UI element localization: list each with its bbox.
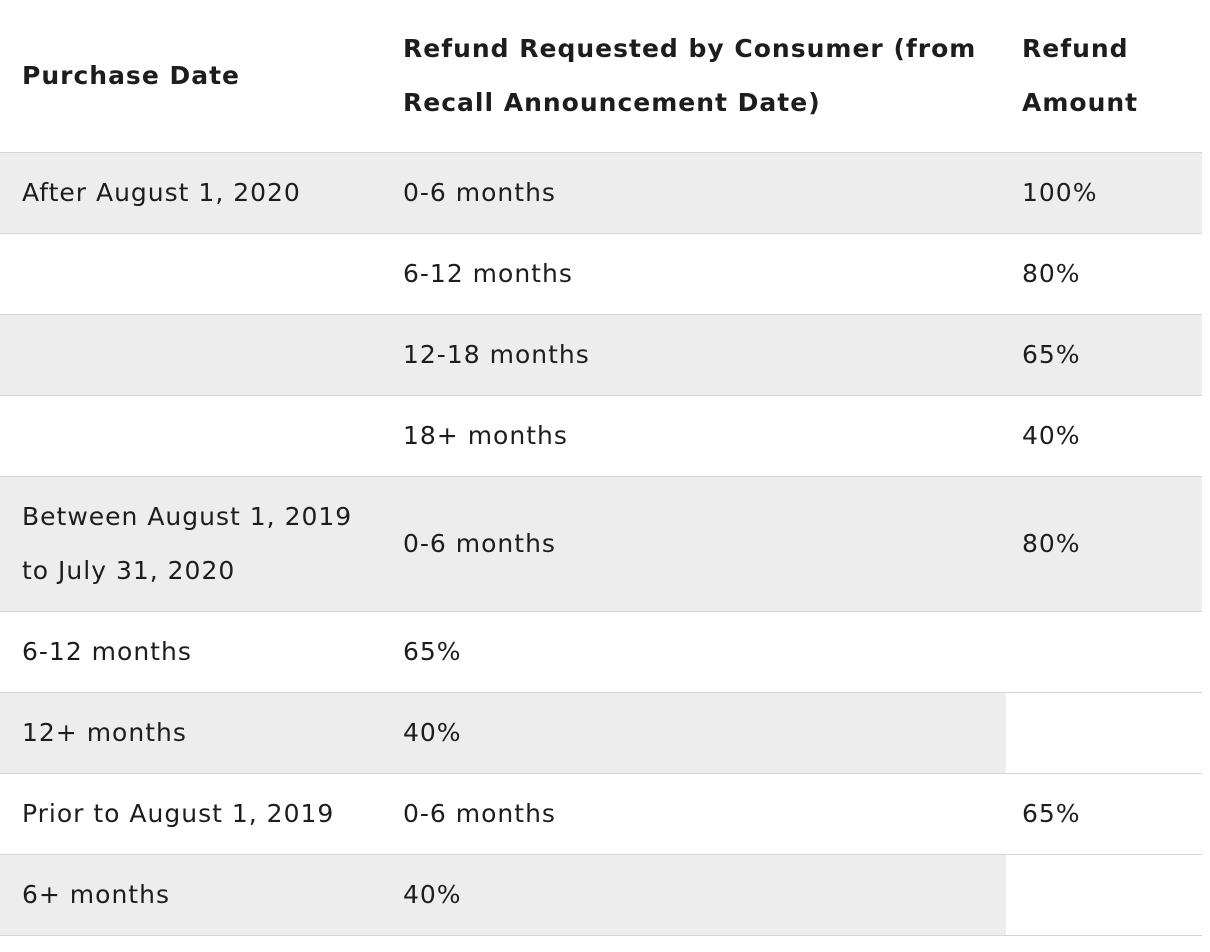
- purchase-date-line2: to July 31, 2020: [22, 556, 236, 585]
- table-row: 12-18 months 65%: [0, 314, 1202, 396]
- table-header-row: Purchase Date Refund Requested by Consum…: [0, 0, 1202, 153]
- refund-amount-cell: 40%: [1006, 395, 1202, 477]
- refund-window-cell: 0-6 months: [387, 773, 1006, 855]
- refund-window-cell: 12-18 months: [387, 314, 1006, 396]
- purchase-date-cell: Prior to August 1, 2019: [0, 773, 387, 855]
- refund-table: Purchase Date Refund Requested by Consum…: [0, 0, 1202, 936]
- purchase-date-cell: Between August 1, 2019 to July 31, 2020: [0, 476, 387, 612]
- refund-window-cell: 40%: [387, 692, 1006, 774]
- refund-window-cell: 18+ months: [387, 395, 1006, 477]
- purchase-date-cell: [0, 395, 387, 477]
- refund-amount-cell: 100%: [1006, 152, 1202, 234]
- table-row: Between August 1, 2019 to July 31, 2020 …: [0, 476, 1202, 612]
- refund-window-cell: 0-6 months: [387, 152, 1006, 234]
- header-purchase-date-label: Purchase Date: [22, 61, 241, 90]
- purchase-date-line1: Between August 1, 2019: [22, 502, 353, 531]
- refund-amount-cell: 65%: [1006, 314, 1202, 396]
- table-row: After August 1, 2020 0-6 months 100%: [0, 152, 1202, 234]
- refund-window-cell: 65%: [387, 611, 1006, 693]
- purchase-date-cell: After August 1, 2020: [0, 152, 387, 234]
- refund-amount-cell: [1006, 611, 1202, 693]
- header-purchase-date: Purchase Date: [0, 0, 387, 153]
- header-refund-requested-line2: Recall Announcement Date): [403, 88, 821, 117]
- refund-window-cell: 0-6 months: [387, 476, 1006, 612]
- table-row: 12+ months 40%: [0, 692, 1202, 774]
- table-row: 6+ months 40%: [0, 854, 1202, 936]
- table-row: 6-12 months 65%: [0, 611, 1202, 693]
- purchase-date-cell: 6-12 months: [0, 611, 387, 693]
- refund-window-cell: 6-12 months: [387, 233, 1006, 315]
- header-refund-amount: Refund Amount: [1006, 0, 1202, 153]
- refund-window-cell: 40%: [387, 854, 1006, 936]
- header-refund-requested-line1: Refund Requested by Consumer (from: [403, 34, 977, 63]
- table-row: 6-12 months 80%: [0, 233, 1202, 315]
- header-refund-requested: Refund Requested by Consumer (from Recal…: [387, 0, 1006, 153]
- refund-amount-cell: [1006, 854, 1202, 936]
- purchase-date-cell: 12+ months: [0, 692, 387, 774]
- refund-amount-cell: 80%: [1006, 233, 1202, 315]
- refund-amount-cell: [1006, 692, 1202, 774]
- purchase-date-cell: [0, 314, 387, 396]
- table-row: Prior to August 1, 2019 0-6 months 65%: [0, 773, 1202, 855]
- header-refund-amount-line1: Refund: [1022, 34, 1129, 63]
- table-row: 18+ months 40%: [0, 395, 1202, 477]
- refund-amount-cell: 65%: [1006, 773, 1202, 855]
- purchase-date-cell: 6+ months: [0, 854, 387, 936]
- refund-amount-cell: 80%: [1006, 476, 1202, 612]
- purchase-date-cell: [0, 233, 387, 315]
- header-refund-amount-line2: Amount: [1022, 88, 1139, 117]
